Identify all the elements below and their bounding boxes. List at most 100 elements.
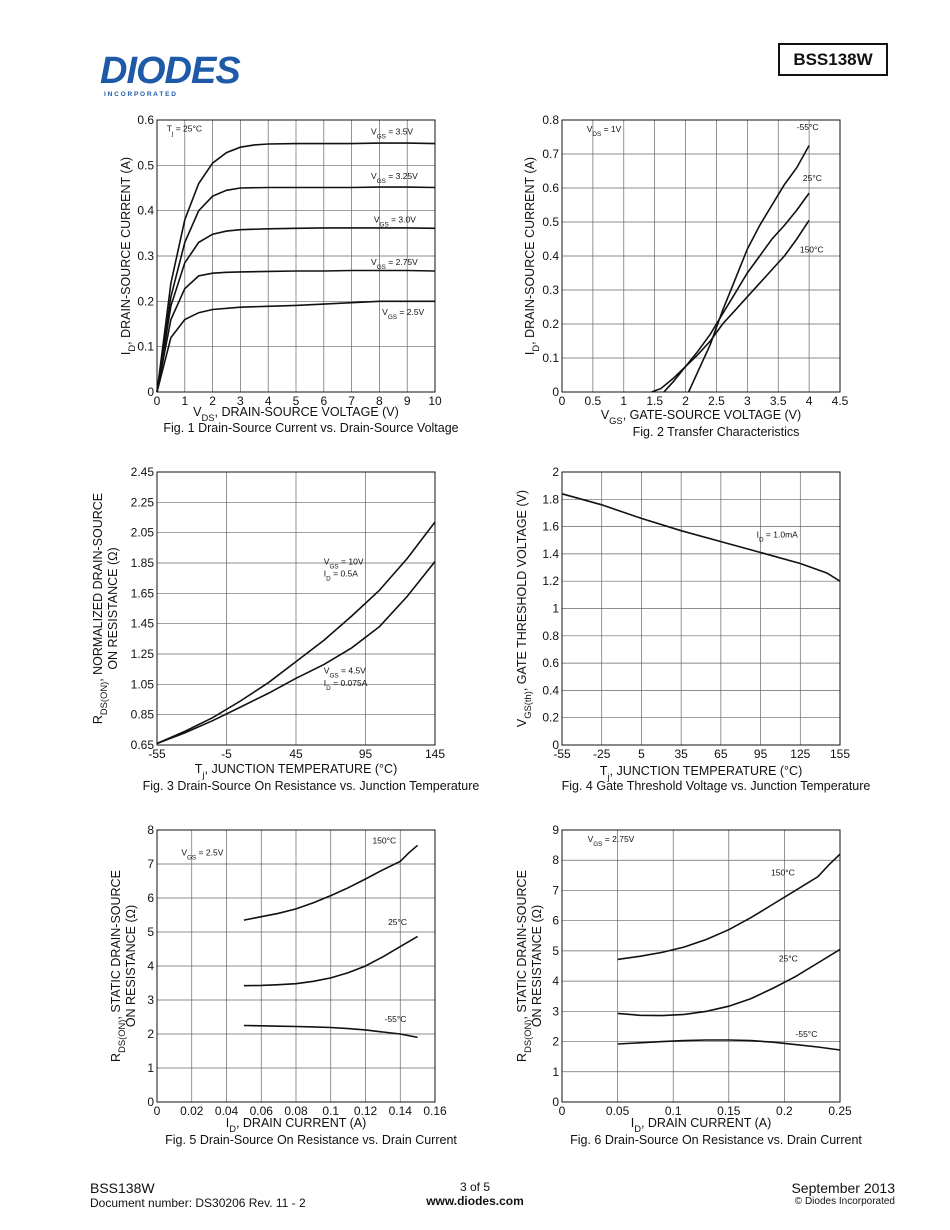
y-tick-label: 2: [552, 465, 559, 479]
footer-url[interactable]: www.diodes.com: [426, 1194, 524, 1208]
y-tick-label: 3: [552, 1004, 559, 1018]
y-tick-label: 1.4: [542, 547, 559, 561]
y-tick-label: 5: [147, 925, 154, 939]
x-tick-label: 0.02: [180, 1104, 204, 1118]
fig2-annotation: VDS = 1V: [587, 124, 622, 138]
y-tick-label: 0.5: [137, 158, 154, 172]
y-tick-label: 2: [147, 1027, 154, 1041]
fig6-caption: Fig. 6 Drain-Source On Resistance vs. Dr…: [570, 1133, 862, 1147]
footer-date: September 2013: [791, 1180, 895, 1196]
y-tick-label: 1.65: [131, 586, 155, 600]
fig4-plot-frame: [561, 471, 841, 746]
fig1-x-axis-label: VDS, DRAIN-SOURCE VOLTAGE (V): [193, 405, 399, 423]
fig5-group: 0 0.02 0.04 0.06 0.08 0.1 0.12 0.14 0.16 0 1 2 3 4 5 6 7…: [109, 823, 457, 1147]
y-tick-label: 0.1: [542, 351, 559, 365]
footer-copyright: © Diodes Incorporated: [794, 1196, 895, 1207]
fig3-annotation: VGS = 4.5V: [324, 666, 366, 680]
y-tick-label: 0.6: [542, 656, 559, 670]
fig5-annotation: -55°C: [385, 1014, 407, 1024]
fig6-series-line: [617, 948, 841, 1017]
x-tick-label: 0: [154, 1104, 161, 1118]
fig2-y-axis-label: ID, DRAIN-SOURCE CURRENT (A): [523, 157, 541, 355]
footer-right: September 2013 © Diodes Incorporated: [700, 1180, 895, 1207]
x-tick-label: 0.2: [776, 1104, 793, 1118]
x-tick-label: 4.5: [832, 394, 849, 408]
fig5-annotation: 25°C: [388, 917, 407, 927]
x-tick-label: 6: [320, 394, 327, 408]
y-tick-label: 7: [147, 857, 154, 871]
x-tick-label: 0.5: [585, 394, 602, 408]
x-tick-label: 0.05: [606, 1104, 630, 1118]
x-tick-label: -55: [553, 747, 571, 761]
x-tick-label: 155: [830, 747, 850, 761]
x-tick-label: 0.06: [250, 1104, 274, 1118]
fig1-annotation: VGS = 3.0V: [374, 214, 416, 228]
x-tick-label: 0.1: [322, 1104, 339, 1118]
fig4-group: -55 -25 5 35 65 95 125 155 0 0.2 0.4 0.6 0.8 1 1.2 1.4 1…: [515, 465, 870, 793]
y-tick-label: 1.45: [131, 617, 155, 631]
y-tick-label: 0.5: [542, 215, 559, 229]
fig4-series-line: [561, 493, 841, 582]
y-tick-label: 0: [552, 1095, 559, 1109]
fig3-plot-frame: [156, 471, 436, 746]
fig3-x-axis-label: Tj, JUNCTION TEMPERATURE (°C): [195, 762, 397, 780]
y-tick-label: 0.8: [542, 113, 559, 127]
fig3-annotation: VGS = 10V: [324, 557, 364, 571]
y-tick-label: 7: [552, 883, 559, 897]
part-number: BSS138W: [793, 49, 873, 69]
y-tick-label: 0.4: [542, 249, 559, 263]
fig2-group: 0 0.5 1 1.5 2 2.5 3 3.5 4 4.5 0 0.1 0.2 0.3 0.4 0.5 0.6 0…: [523, 113, 849, 439]
x-tick-label: 3: [237, 394, 244, 408]
fig6-annotation: 25°C: [779, 953, 798, 963]
fig1-series-line: [156, 269, 436, 393]
x-tick-label: 95: [754, 747, 768, 761]
x-tick-label: 0.16: [423, 1104, 447, 1118]
x-tick-label: 4: [806, 394, 813, 408]
fig4-caption: Fig. 4 Gate Threshold Voltage vs. Juncti…: [562, 779, 871, 793]
fig5-y-axis-label: RDS(ON), STATIC DRAIN-SOURCE: [109, 870, 127, 1062]
fig1-annotation: VGS = 2.5V: [382, 307, 424, 321]
y-tick-label: 1.8: [542, 492, 559, 506]
fig6-annotation: 150°C: [771, 867, 795, 877]
fig1-grid: [156, 119, 436, 393]
y-tick-label: 0: [552, 738, 559, 752]
fig5-annotation: 150°C: [372, 836, 396, 846]
y-tick-label: 0.4: [542, 683, 559, 697]
x-tick-label: 35: [674, 747, 688, 761]
logo-subtext: I N C O R P O R A T E D: [104, 91, 176, 98]
fig1-series-line: [156, 186, 436, 393]
fig2-annotation: 25°C: [803, 173, 822, 183]
y-tick-label: 0.3: [542, 283, 559, 297]
x-tick-label: 0.08: [284, 1104, 308, 1118]
fig4-x-axis-label: Tj, JUNCTION TEMPERATURE (°C): [600, 764, 802, 782]
fig6-x-axis-label: ID, DRAIN CURRENT (A): [631, 1116, 772, 1134]
x-tick-label: 0.25: [828, 1104, 852, 1118]
fig1-annotation: Tj = 25°C: [167, 123, 202, 137]
fig3-annotation: ID = 0.5A: [324, 569, 358, 583]
fig2-annotation: 150°C: [800, 245, 824, 255]
fig6-y-axis-label: RDS(ON), STATIC DRAIN-SOURCE: [515, 870, 533, 1062]
x-tick-label: 2: [209, 394, 216, 408]
x-tick-label: 0.15: [717, 1104, 741, 1118]
x-tick-label: 0.12: [354, 1104, 378, 1118]
x-tick-label: 95: [359, 747, 373, 761]
y-tick-label: 1: [552, 1065, 559, 1079]
fig1-group: 0 1 2 3 4 5 6 7 8 9 10 0 0.1 0.2 0.3 0.4 0.5 0.6 Tj = 25°C…: [119, 113, 459, 435]
y-tick-label: 2.05: [131, 526, 155, 540]
fig1-series-line: [156, 142, 436, 393]
fig2-series-line: [651, 219, 810, 393]
y-tick-label: 0.6: [542, 181, 559, 195]
x-tick-label: 0: [559, 1104, 566, 1118]
fig2-annotation: -55°C: [797, 122, 819, 132]
fig1-plot-frame: [156, 119, 436, 393]
x-tick-label: 0.04: [215, 1104, 239, 1118]
x-tick-label: 65: [714, 747, 728, 761]
y-tick-label: 9: [552, 823, 559, 837]
x-tick-label: 0.1: [665, 1104, 682, 1118]
fig5-grid: [156, 829, 436, 1103]
y-tick-label: 1.05: [131, 677, 155, 691]
fig3-series-line: [156, 521, 436, 745]
x-tick-label: 4: [265, 394, 272, 408]
y-tick-label: 2.25: [131, 495, 155, 509]
x-tick-label: 2: [682, 394, 689, 408]
